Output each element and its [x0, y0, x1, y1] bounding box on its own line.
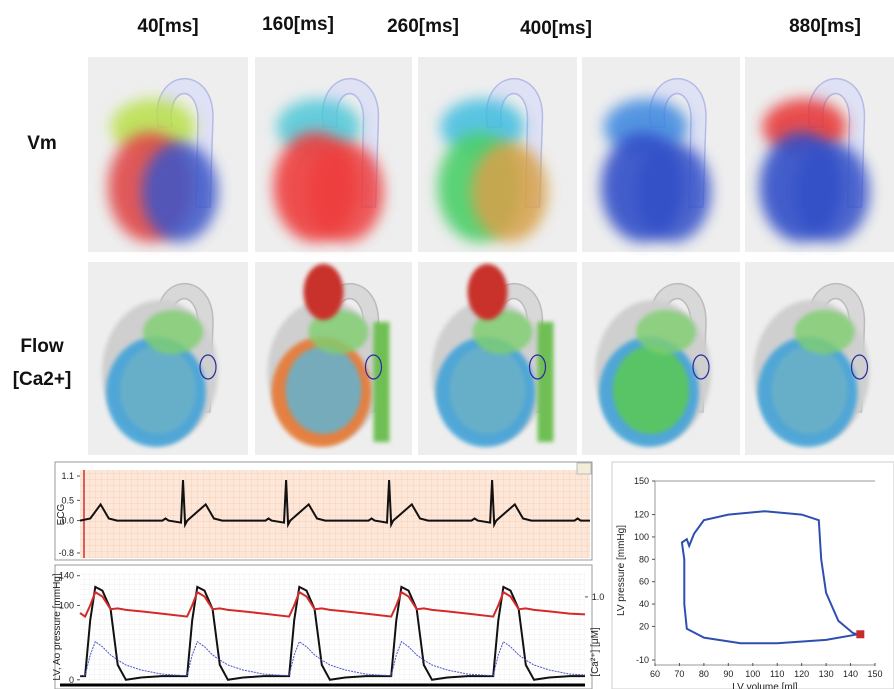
y-tick-label: -10	[636, 655, 649, 665]
y-tick-label: 80	[639, 554, 649, 564]
heart-region	[793, 142, 870, 242]
y-tick-label: 1.1	[61, 471, 74, 481]
x-tick-label: 80	[699, 669, 709, 679]
end-marker	[856, 630, 865, 639]
y2-tick-label: 1.0	[592, 592, 605, 602]
heart-region	[307, 142, 384, 242]
column-header: 880[ms]	[789, 16, 861, 37]
flow-jet	[303, 264, 344, 320]
x-tick-label: 150	[867, 669, 882, 679]
pv-panel	[611, 461, 894, 689]
flow-region	[449, 346, 526, 434]
pressure-grid	[80, 572, 585, 682]
y2-axis-label: [Ca²⁺] [μM]	[590, 627, 601, 677]
x-tick-label: 130	[819, 669, 834, 679]
flow-region	[285, 346, 362, 434]
heart-image	[745, 262, 894, 455]
valve-ring	[850, 354, 869, 380]
flow-region	[771, 346, 848, 434]
heart-image	[582, 57, 740, 252]
y-tick-label: -0.8	[58, 548, 74, 558]
y-tick-label: 0.0	[61, 516, 74, 526]
heart-image	[88, 262, 248, 455]
heart-region	[142, 142, 218, 242]
valve-ring	[692, 354, 710, 380]
heart-images	[88, 57, 894, 455]
x-tick-label: 140	[843, 669, 858, 679]
x-tick-label: 120	[794, 669, 809, 679]
valve-ring	[364, 354, 383, 380]
heart-image	[88, 57, 248, 252]
y-axis-label: LV pressure [mmHg]	[616, 525, 627, 616]
valve-ring	[528, 354, 547, 380]
flow-jet	[373, 322, 390, 442]
series-line	[79, 480, 590, 529]
series-line	[80, 640, 586, 677]
heart-region	[471, 142, 548, 242]
column-header: 40[ms]	[137, 16, 198, 37]
flow-region	[120, 346, 196, 434]
x-tick-label: 70	[674, 669, 684, 679]
series-line	[680, 510, 859, 645]
series-line	[79, 590, 586, 619]
y-tick-label: 0	[69, 675, 74, 685]
flow-region	[794, 310, 855, 354]
row-label: Vm	[27, 133, 57, 154]
flow-region	[308, 310, 369, 354]
heart-image	[418, 262, 577, 455]
heart-image	[745, 57, 894, 252]
y-tick-label: 40	[639, 599, 649, 609]
x-tick-label: 100	[745, 669, 760, 679]
heart-image	[418, 57, 577, 252]
row-label: Flow	[20, 336, 63, 357]
y-tick-label: 120	[634, 510, 649, 520]
heart-region	[635, 142, 711, 242]
y-tick-label: 100	[59, 600, 74, 610]
heart-image	[255, 57, 412, 252]
column-header: 400[ms]	[520, 18, 592, 39]
flow-region	[143, 310, 203, 354]
column-header: 160[ms]	[262, 14, 334, 35]
flow-jet	[467, 264, 508, 320]
x-tick-label: 110	[770, 669, 784, 679]
panel-handle	[576, 462, 592, 475]
x-axis-label: LV volume [ml]	[732, 682, 798, 689]
y-tick-label: 150	[634, 476, 649, 486]
y-tick-label: 140	[59, 571, 74, 581]
valve-ring	[199, 354, 217, 380]
y-tick-label: 0.5	[61, 495, 74, 505]
y-axis-label: ECG	[56, 503, 67, 525]
x-tick-label: 60	[650, 669, 660, 679]
row-label: [Ca2+]	[13, 369, 72, 390]
x-tick-label: 90	[723, 669, 733, 679]
flow-jet	[537, 322, 554, 442]
column-header: 260[ms]	[387, 16, 459, 37]
y-tick-label: 60	[639, 577, 649, 587]
heart-image	[582, 262, 740, 455]
flow-region	[613, 346, 689, 434]
heart-image	[255, 262, 412, 455]
y-tick-label: 20	[639, 621, 649, 631]
ecg-grid	[80, 470, 590, 558]
flow-region	[472, 310, 533, 354]
y-tick-label: 100	[634, 532, 649, 542]
y-axis-label: LV, Ao pressure [mmHg]	[52, 573, 63, 680]
flow-region	[636, 310, 696, 354]
